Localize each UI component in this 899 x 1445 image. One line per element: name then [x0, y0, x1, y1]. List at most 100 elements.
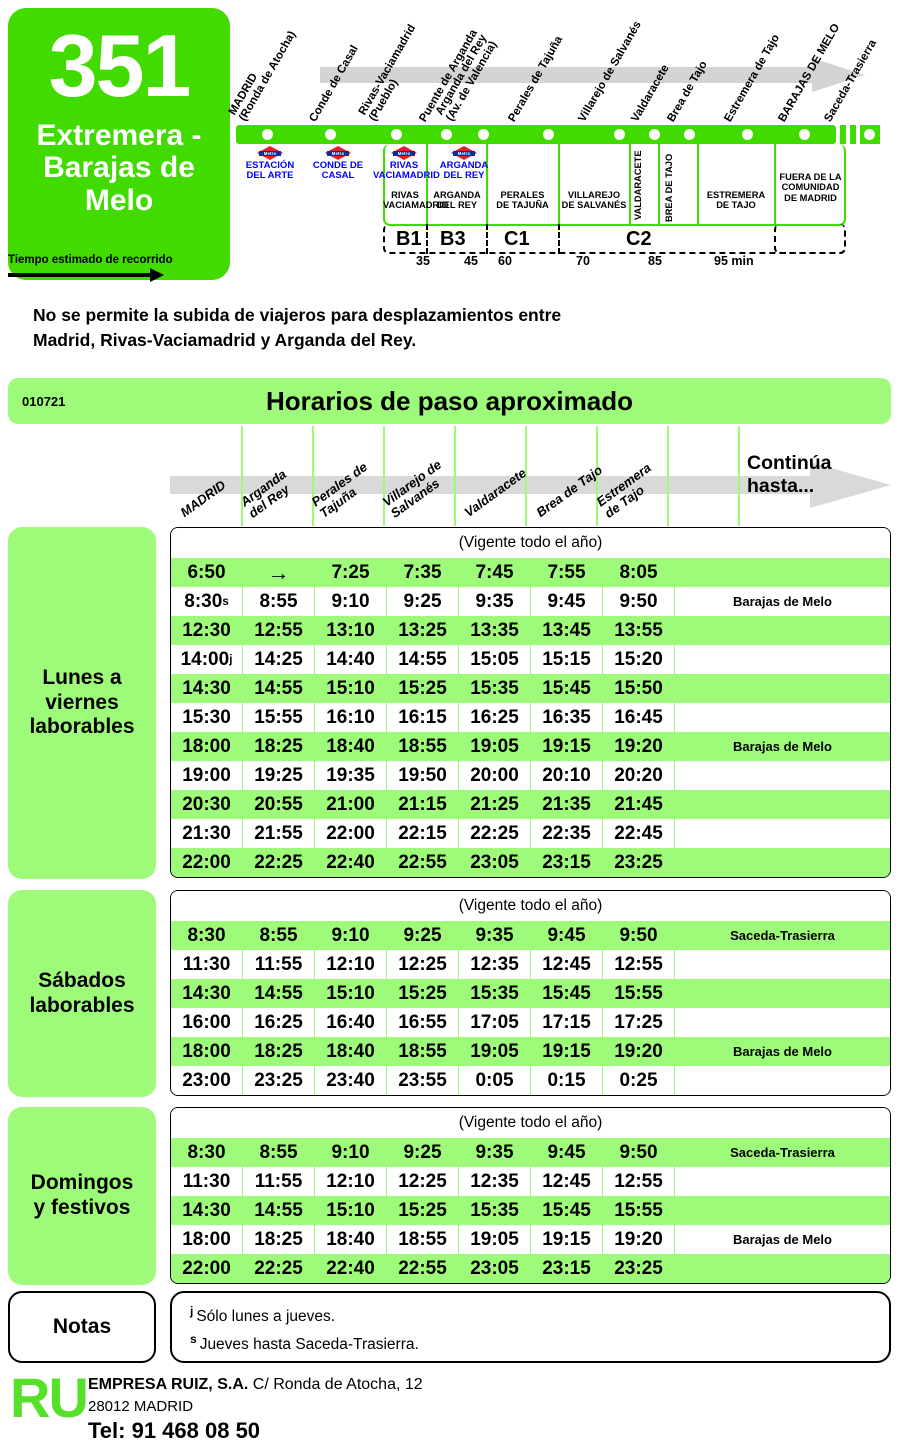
zone-divider-4	[629, 144, 631, 224]
zone-name-villarejo: VILLAREJO DE SALVANÉS	[561, 190, 627, 211]
fare-divider-3	[558, 224, 560, 254]
departure-time-cell: 22:25	[242, 848, 314, 877]
departure-time-cell: 9:35	[458, 921, 530, 950]
departure-time-cell: 20:00	[458, 761, 530, 790]
departure-time-cell: 23:15	[530, 848, 602, 877]
departure-time-cell: 15:10	[314, 1196, 386, 1225]
continues-to-cell	[674, 674, 890, 703]
departure-time-cell: 16:55	[386, 1008, 458, 1037]
table-row: 14:30 14:55 15:10 15:25 15:35 15:45 15:55	[171, 1196, 890, 1225]
operator-name-address: EMPRESA RUIZ, S.A. C/ Ronda de Atocha, 1…	[88, 1376, 423, 1393]
departure-time-cell: 21:25	[458, 790, 530, 819]
departure-time-cell: 23:15	[530, 1254, 602, 1283]
departure-time-cell: 8:55	[242, 921, 314, 950]
continues-to-cell: Barajas de Melo	[674, 1225, 890, 1254]
departure-time-cell: 19:15	[530, 1037, 602, 1066]
table-row: 8:30 s 8:55 9:10 9:25 9:35 9:45 9:50 Barajas de …	[171, 587, 890, 616]
departure-time-cell: 22:45	[602, 819, 674, 848]
departure-time-cell: 15:10	[314, 979, 386, 1008]
notes-box: j Sólo lunes a jueves. s Jueves hasta Sace…	[170, 1291, 891, 1363]
departure-time-cell: 13:55	[602, 616, 674, 645]
departure-time-cell: 9:50	[602, 587, 674, 616]
line-destination-part3: de Melo	[84, 151, 195, 217]
continues-to-cell	[674, 558, 890, 587]
operator-footer: RU EMPRESA RUIZ, S.A. C/ Ronda de Atocha…	[10, 1366, 890, 1443]
departure-time-cell: 19:20	[602, 1225, 674, 1254]
timetable-version-code: 010721	[22, 394, 66, 409]
travel-time-35: 35	[416, 254, 430, 268]
departure-time-cell: 15:50	[602, 674, 674, 703]
line-destination: Extremera - Barajas de Melo	[8, 119, 230, 217]
departure-time-cell: 19:15	[530, 732, 602, 761]
table-row: 14:30 14:55 15:10 15:25 15:35 15:45 15:55	[171, 979, 890, 1008]
departure-time-cell: 0:15	[530, 1066, 602, 1095]
departure-time-cell: 16:00	[182, 1011, 231, 1033]
departure-time-cell: 15:05	[458, 645, 530, 674]
operator-logo: RU	[10, 1366, 89, 1429]
continues-to-cell: Barajas de Melo	[674, 1037, 890, 1066]
departure-time-cell: 19:35	[314, 761, 386, 790]
departure-time-cell: 8:05	[602, 558, 674, 587]
departure-time-cell: 17:05	[458, 1008, 530, 1037]
departure-time-cell: 16:15	[386, 703, 458, 732]
departure-time-cell: 9:10	[314, 587, 386, 616]
departure-time-cell: 8:30 s	[184, 590, 229, 612]
departure-time-cell: 23:55	[386, 1066, 458, 1095]
departure-time-cell: 9:10	[314, 1138, 386, 1167]
departure-time-cell: 12:25	[386, 1167, 458, 1196]
departure-time-cell: 14:30	[182, 1199, 231, 1221]
departure-time-cell: 18:25	[242, 1037, 314, 1066]
metro-logo-icon: Metro	[322, 146, 354, 160]
route-line-dash-1	[840, 125, 846, 144]
departure-time-cell: 11:55	[242, 950, 314, 979]
route-stop-label-0: MADRID (Ronda de Atocha)	[226, 29, 299, 124]
departure-time-cell: 14:25	[242, 645, 314, 674]
table-row: 12:30 12:55 13:10 13:25 13:35 13:45 13:55	[171, 616, 890, 645]
departure-time-cell: 15:10	[314, 674, 386, 703]
metro-logo-icon: Metro	[448, 146, 480, 160]
continues-to-cell	[674, 1254, 890, 1283]
departure-time-cell: 9:50	[602, 1138, 674, 1167]
continues-to-cell: Barajas de Melo	[674, 732, 890, 761]
departure-time-cell: 15:55	[602, 979, 674, 1008]
route-stop-dot-4	[478, 129, 489, 140]
route-stop-dot-6	[614, 129, 625, 140]
departure-time-cell: 20:20	[602, 761, 674, 790]
departure-time-cell: 19:25	[242, 761, 314, 790]
continues-to-cell	[674, 1066, 890, 1095]
departure-time-cell: 9:45	[530, 921, 602, 950]
fare-zone-c2: C2	[626, 228, 652, 250]
table-row: 23:00 23:25 23:40 23:55 0:05 0:15 0:25	[171, 1066, 890, 1095]
departure-time-cell: 8:30	[187, 924, 226, 946]
departure-time-cell: 15:45	[530, 979, 602, 1008]
fare-zone-b1: B1	[396, 228, 422, 250]
travel-time-axis-label: Tiempo estimado de recorrido	[8, 254, 173, 266]
departure-time-cell: 19:20	[602, 732, 674, 761]
line-destination-part2: Barajas	[43, 151, 152, 185]
departure-time-cell: 6:50	[187, 561, 226, 583]
departure-time-cell: 7:25	[314, 558, 386, 587]
route-line-dash-2	[850, 125, 856, 144]
continues-to-cell	[674, 616, 890, 645]
departure-time-cell: 11:30	[182, 1170, 231, 1192]
travel-time-arrow-icon	[8, 268, 164, 282]
departure-time-cell: 16:10	[314, 703, 386, 732]
departure-time-cell: 20:10	[530, 761, 602, 790]
departure-time-cell: 17:25	[602, 1008, 674, 1037]
table-row: 18:00 18:25 18:40 18:55 19:05 19:15 19:20 Baraj…	[171, 1037, 890, 1066]
zone-name-fuera-comunidad: FUERA DE LA COMUNIDAD DE MADRID	[779, 172, 842, 203]
departure-time-cell: 23:25	[242, 1066, 314, 1095]
departure-time-cell: 13:45	[530, 616, 602, 645]
validity-note: (Vigente todo el año)	[171, 891, 890, 921]
departure-time-cell: 18:00	[182, 1228, 231, 1250]
departure-time-cell: 12:55	[602, 1167, 674, 1196]
table-row: 19:00 19:25 19:35 19:50 20:00 20:10 20:20	[171, 761, 890, 790]
schedule-grid-2: (Vigente todo el año) 8:30 8:55 9:10 9:25 9:3…	[170, 1107, 891, 1284]
direction-arrow-icon	[320, 58, 865, 92]
route-stop-dot-10	[799, 129, 810, 140]
departure-time-cell: 7:55	[530, 558, 602, 587]
line-number: 351	[48, 16, 192, 115]
zone-divider-3	[558, 144, 560, 224]
departure-time-cell: 22:55	[386, 1254, 458, 1283]
validity-note: (Vigente todo el año)	[171, 528, 890, 558]
